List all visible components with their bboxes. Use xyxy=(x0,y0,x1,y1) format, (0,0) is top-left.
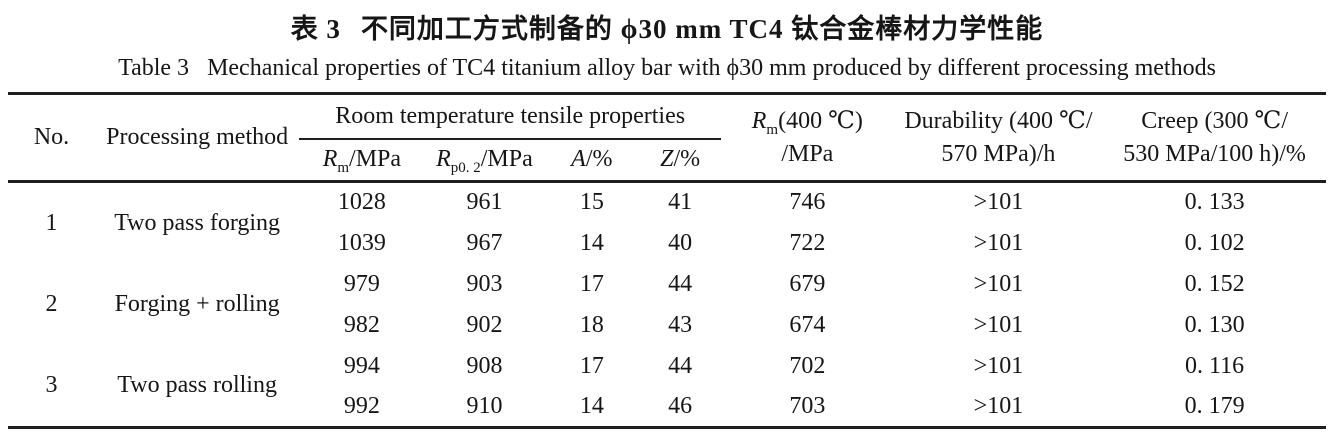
cell-rp02: 961 xyxy=(466,189,503,216)
cell-no: 1 xyxy=(45,209,58,236)
cell-z: 40 xyxy=(668,229,693,256)
table-title-chinese: 表 3 不同加工方式制备的 ϕ30 mm TC4 钛合金棒材力学性能 xyxy=(0,7,1334,46)
cell-creep: 0. 179 xyxy=(1184,392,1245,419)
header-rm: Rm/MPa xyxy=(299,139,424,182)
cell-no: 3 xyxy=(45,372,58,399)
reduction-unit: /% xyxy=(673,146,701,173)
header-durability: Durability (400 ℃/ 570 MPa)/h xyxy=(894,94,1104,182)
table-row: 1039 967 14 40 722 >101 0. 102 xyxy=(8,223,1326,264)
table-title-cn-text: 不同加工方式制备的 ϕ30 mm TC4 钛合金棒材力学性能 xyxy=(360,14,1044,44)
rm400-subscript: m xyxy=(766,121,779,138)
cell-rm400: 703 xyxy=(789,392,826,419)
header-creep: Creep (300 ℃/ 530 MPa/100 h)/% xyxy=(1103,94,1326,182)
rm-symbol: R xyxy=(322,146,338,173)
cell-method: Forging + rolling xyxy=(114,291,280,317)
cell-a: 18 xyxy=(579,311,604,338)
rm-unit: /MPa xyxy=(349,146,402,173)
cell-a: 14 xyxy=(579,392,604,419)
header-room-temp-group: Room temperature tensile properties xyxy=(299,93,721,140)
table-number-cn: 表 3 xyxy=(290,14,341,44)
cell-z: 41 xyxy=(668,189,693,216)
cell-z: 44 xyxy=(668,352,693,379)
rp02-unit: /MPa xyxy=(480,146,533,173)
cell-rm: 982 xyxy=(343,311,380,338)
cell-rm: 1028 xyxy=(337,189,386,216)
header-rp02: Rp0. 2/MPa xyxy=(424,139,544,182)
cell-z: 43 xyxy=(668,311,693,338)
table-row: 1 Two pass forging 1028 961 15 41 746 >1… xyxy=(8,182,1326,236)
cell-method: Two pass forging xyxy=(114,209,281,236)
cell-rm400: 722 xyxy=(789,229,826,256)
cell-rm400: 679 xyxy=(789,270,826,297)
cell-rp02: 967 xyxy=(466,229,503,256)
rm400-symbol: R xyxy=(751,107,767,134)
cell-rm: 979 xyxy=(343,270,380,297)
elongation-unit: /% xyxy=(585,146,613,173)
rm400-unit: /MPa xyxy=(781,140,834,167)
cell-rm: 992 xyxy=(343,392,380,419)
cell-durability: >101 xyxy=(973,229,1024,256)
header-processing-method: Processing method xyxy=(106,124,289,150)
table-row: 2 Forging + rolling 979 903 17 44 679 >1… xyxy=(8,264,1326,318)
durability-line1: Durability (400 ℃/ xyxy=(904,107,1093,134)
cell-rp02: 902 xyxy=(466,311,503,338)
cell-a: 15 xyxy=(579,189,604,216)
cell-durability: >101 xyxy=(973,311,1024,338)
header-rm-400: Rm(400 ℃) /MPa xyxy=(721,94,894,182)
rp02-subscript: p0. 2 xyxy=(450,160,481,177)
cell-creep: 0. 116 xyxy=(1185,352,1245,379)
header-no: No. xyxy=(33,124,70,150)
cell-creep: 0. 152 xyxy=(1184,270,1245,297)
cell-rp02: 908 xyxy=(466,352,503,379)
rm400-condition: (400 ℃) xyxy=(778,107,863,134)
cell-rm: 1039 xyxy=(337,229,386,256)
table-title-english: Table 3 Mechanical properties of TC4 tita… xyxy=(0,55,1334,82)
cell-creep: 0. 130 xyxy=(1184,311,1245,338)
reduction-symbol: Z xyxy=(660,146,674,173)
cell-a: 17 xyxy=(579,270,604,297)
cell-durability: >101 xyxy=(973,392,1024,419)
cell-durability: >101 xyxy=(973,270,1024,297)
cell-durability: >101 xyxy=(973,352,1024,379)
cell-rm: 994 xyxy=(343,352,380,379)
table-header: No. Processing method Room temperature t… xyxy=(8,93,1326,182)
cell-method: Two pass rolling xyxy=(117,372,277,399)
cell-durability: >101 xyxy=(973,189,1024,216)
table-row: 982 902 18 43 674 >101 0. 130 xyxy=(8,305,1326,346)
rp02-symbol: R xyxy=(436,146,451,173)
table-row: 3 Two pass rolling 994 908 17 44 702 >10… xyxy=(8,346,1326,399)
table-body: 1 Two pass forging 1028 961 15 41 746 >1… xyxy=(8,182,1326,428)
rm-subscript: m xyxy=(337,160,350,177)
cell-z: 46 xyxy=(668,392,693,419)
cell-a: 14 xyxy=(579,229,604,256)
cell-rp02: 903 xyxy=(466,270,503,297)
header-elongation: A/% xyxy=(544,139,639,182)
table-title-en-text: Mechanical properties of TC4 titanium al… xyxy=(207,55,1216,81)
cell-a: 17 xyxy=(579,352,604,379)
creep-line2: 530 MPa/100 h)/% xyxy=(1123,140,1306,167)
elongation-symbol: A xyxy=(571,146,586,173)
mechanical-properties-table: No. Processing method Room temperature t… xyxy=(8,92,1326,429)
table-row: 992 910 14 46 703 >101 0. 179 xyxy=(8,387,1326,428)
durability-line2: 570 MPa)/h xyxy=(941,140,1056,167)
table-number-en: Table 3 xyxy=(118,55,190,81)
cell-rm400: 702 xyxy=(789,352,826,379)
cell-creep: 0. 102 xyxy=(1184,229,1245,256)
cell-rm400: 746 xyxy=(789,189,826,216)
cell-rm400: 674 xyxy=(789,311,826,338)
cell-no: 2 xyxy=(45,291,58,317)
paper-table-page: 表 3 不同加工方式制备的 ϕ30 mm TC4 钛合金棒材力学性能 Table … xyxy=(0,7,1334,432)
header-reduction: Z/% xyxy=(639,139,721,182)
creep-line1: Creep (300 ℃/ xyxy=(1141,107,1288,134)
cell-creep: 0. 133 xyxy=(1184,189,1245,216)
cell-rp02: 910 xyxy=(466,392,503,419)
cell-z: 44 xyxy=(668,270,693,297)
